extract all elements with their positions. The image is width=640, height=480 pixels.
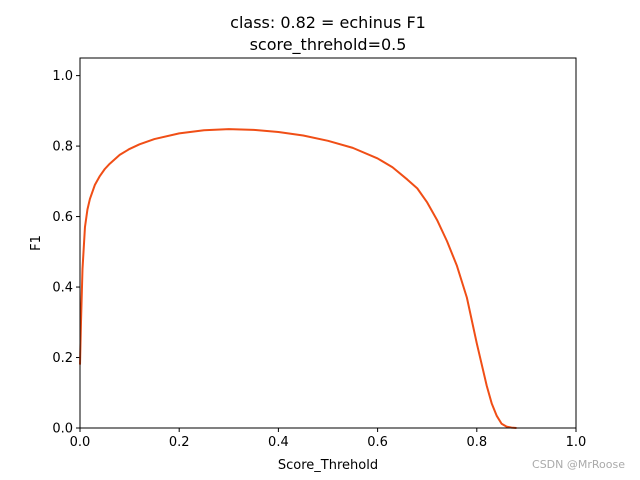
- x-tick-label: 0.8: [466, 435, 487, 450]
- x-axis-label: Score_Threhold: [278, 458, 378, 473]
- y-tick-label: 0.2: [52, 351, 73, 366]
- y-tick-label: 0.0: [52, 422, 73, 437]
- x-tick-label: 0.4: [268, 435, 289, 450]
- chart-title-line-2: score_threhold=0.5: [250, 35, 407, 55]
- y-tick-label: 0.4: [52, 281, 73, 296]
- y-axis-label: F1: [29, 235, 44, 251]
- x-tick-label: 0.2: [169, 435, 190, 450]
- plot-area-frame: [79, 57, 577, 429]
- y-tick-label: 0.6: [52, 210, 73, 225]
- y-tick-label: 1.0: [52, 69, 73, 84]
- x-tick-label: 1.0: [566, 435, 587, 450]
- x-tick-label: 0.0: [70, 435, 91, 450]
- y-tick-label: 0.8: [52, 140, 73, 155]
- x-tick-label: 0.6: [367, 435, 388, 450]
- axis-ticks: 0.0 0.2 0.4 0.6 0.8 1.0 0.0 0.2 0.4 0.6 0.8 1.0: [52, 69, 586, 450]
- chart-title-line-1: class: 0.82 = echinus F1: [230, 13, 426, 32]
- f1-series-line: [79, 128, 517, 429]
- watermark-text: CSDN @MrRoose: [532, 458, 625, 471]
